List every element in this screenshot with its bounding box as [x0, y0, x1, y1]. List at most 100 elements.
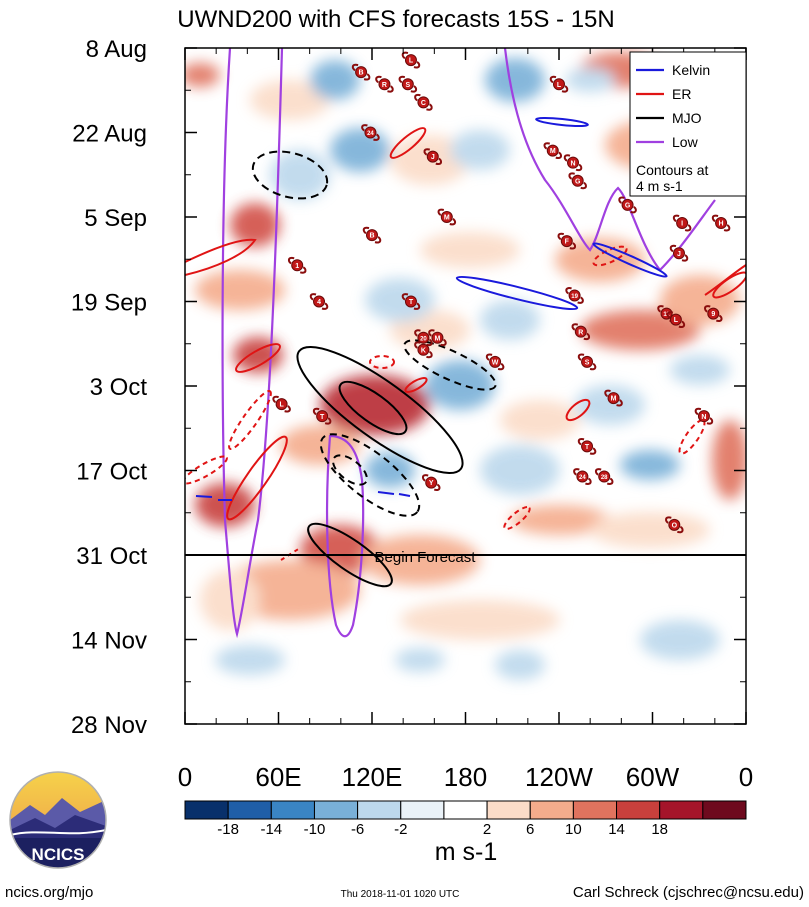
storm-marker: O	[665, 516, 684, 534]
legend-label-mjo: MJO	[672, 110, 702, 126]
chart-title: UWND200 with CFS forecasts 15S - 15N	[177, 6, 614, 33]
storm-marker: B	[362, 226, 382, 244]
storm-marker: L	[666, 311, 686, 328]
x-tick-label: 180	[444, 762, 487, 792]
y-tick-label: 14 Nov	[71, 628, 147, 655]
colorbar-label: -6	[351, 821, 364, 838]
storm-marker: S	[577, 353, 597, 371]
legend-note-line1: Contours at	[636, 162, 708, 178]
storm-marker: F	[557, 232, 577, 250]
footer-author: Carl Schreck (cjschrec@ncsu.edu)	[573, 884, 804, 901]
mjo-contours	[251, 150, 497, 588]
colorbar-label: 14	[608, 821, 625, 838]
storm-label: 4	[317, 299, 321, 306]
low-contours	[221, 48, 716, 639]
colorbar-label: 10	[565, 821, 582, 838]
storm-label: K	[421, 347, 426, 354]
storm-marker: L	[549, 75, 569, 93]
x-tick-label: 60W	[626, 762, 680, 792]
colorbar-swatch	[529, 800, 574, 820]
storm-marker: 19	[565, 287, 584, 304]
storm-label: M	[435, 335, 441, 342]
storm-marker: C	[414, 93, 433, 111]
storm-label: H	[719, 221, 724, 228]
er-contours	[185, 127, 746, 561]
colorbar-unit: m s-1	[435, 838, 498, 866]
storm-marker: K	[414, 341, 433, 359]
storm-label: L	[557, 82, 562, 89]
storm-marker: R	[375, 75, 394, 93]
x-axis: 0 60E 120E 180 120W 60W 0	[178, 48, 753, 792]
storm-marker: 9	[704, 305, 723, 322]
storm-marker: T	[312, 407, 332, 425]
storm-label: G	[575, 178, 581, 185]
ncics-logo: NCICS	[9, 771, 107, 869]
legend-label-low: Low	[672, 134, 699, 150]
storm-marker: J	[423, 148, 443, 166]
colorbar-label: -10	[304, 821, 326, 838]
storm-label: R	[382, 82, 387, 89]
storm-label: L	[279, 402, 284, 409]
storm-label: C	[421, 100, 426, 107]
storm-marker: 24	[573, 468, 592, 485]
storm-label: R	[578, 329, 583, 336]
storm-marker: M	[543, 142, 563, 159]
legend: Kelvin ER MJO Low Contours at 4 m s-1	[629, 51, 747, 197]
storm-label: 28	[601, 475, 608, 481]
x-tick-label: 120E	[342, 762, 403, 792]
y-tick-label: 17 Oct	[76, 459, 147, 486]
colorbar-swatch	[572, 800, 618, 820]
storm-marker: 24	[361, 124, 380, 141]
storm-marker: N	[694, 407, 714, 425]
legend-label-kelvin: Kelvin	[672, 62, 710, 78]
colorbar-label: -14	[260, 821, 282, 838]
storm-label: J	[431, 154, 435, 161]
storm-label: W	[492, 359, 499, 366]
storm-marker: T	[401, 293, 421, 310]
y-tick-label: 3 Oct	[90, 374, 148, 401]
storm-label: 24	[579, 475, 586, 481]
storm-label: S	[406, 82, 411, 89]
colorbar-swatch	[486, 800, 531, 820]
storm-marker: 20	[414, 329, 433, 347]
colorbar-label: -2	[394, 821, 407, 838]
colorbar-label: 18	[651, 821, 668, 838]
colorbar-swatch	[227, 800, 272, 820]
colorbar-label: 2	[483, 821, 491, 838]
storm-label: Y	[429, 480, 434, 487]
storm-label: M	[611, 396, 617, 403]
logo-text: NCICS	[32, 845, 85, 864]
storm-label: S	[585, 359, 590, 366]
storm-label: 19	[571, 294, 578, 300]
storm-marker: T	[577, 437, 597, 455]
storm-marker: M	[428, 329, 447, 347]
storm-label: N	[701, 414, 706, 421]
storm-label: B	[359, 70, 364, 77]
storm-marker: 28	[594, 468, 614, 485]
storm-marker: 4	[309, 293, 329, 310]
x-tick-label: 0	[178, 762, 192, 792]
colorbar-swatch	[313, 800, 359, 820]
storm-marker: R	[571, 323, 591, 341]
legend-note-line2: 4 m s-1	[636, 178, 683, 194]
storm-marker: G	[618, 196, 637, 214]
storm-label: M	[444, 215, 450, 222]
storm-label: M	[550, 148, 556, 155]
storm-label: G	[625, 203, 631, 210]
colorbar-swatch	[659, 800, 704, 820]
y-tick-label: 8 Aug	[86, 36, 147, 63]
legend-label-er: ER	[672, 86, 691, 102]
forecast-label: Begin Forecast	[375, 549, 477, 566]
colorbar-swatch	[443, 800, 488, 820]
storm-label: L	[674, 317, 679, 324]
footer-website: ncics.org/mjo	[5, 884, 93, 901]
x-tick-label: 60E	[255, 762, 301, 792]
x-tick-label: 120W	[525, 762, 593, 792]
colorbar-swatch	[702, 800, 747, 820]
y-axis: 8 Aug 22 Aug 5 Sep 19 Sep 3 Oct 17 Oct 31 Oct 1…	[71, 36, 746, 739]
colorbar-label: -18	[217, 821, 239, 838]
storm-marker: M	[604, 389, 623, 407]
colorbar-swatch	[400, 800, 445, 820]
